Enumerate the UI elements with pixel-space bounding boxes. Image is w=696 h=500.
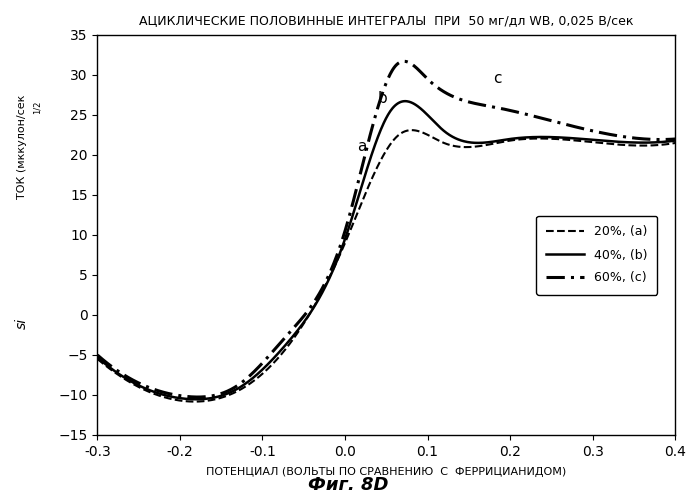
Line: 20%, (a): 20%, (a) (97, 130, 675, 402)
20%, (a) (190, 398, 198, 404)
60%, (c) (430, 82, 438, 88)
60%, (c) (400, 58, 408, 64)
20%, (a) (592, 140, 601, 145)
20%, (a) (430, 136, 438, 141)
Text: Фиг. 8D: Фиг. 8D (308, 476, 388, 494)
60%, (c) (193, 394, 202, 400)
Legend: 20%, (a), 40%, (b), 60%, (c): 20%, (a), 40%, (b), 60%, (c) (537, 216, 657, 294)
20%, (a) (129, 381, 137, 387)
Text: a: a (358, 139, 367, 154)
40%, (b) (192, 396, 200, 402)
20%, (a) (93, 356, 102, 362)
20%, (a) (408, 127, 416, 133)
Text: si: si (15, 318, 29, 328)
60%, (c) (463, 98, 471, 104)
20%, (a) (671, 140, 679, 146)
40%, (b) (592, 137, 601, 143)
Text: b: b (378, 91, 388, 106)
60%, (c) (445, 92, 454, 98)
Text: ТОК (мккулон/сек: ТОК (мккулон/сек (17, 95, 27, 199)
40%, (b) (445, 132, 454, 138)
60%, (c) (533, 114, 541, 120)
40%, (b) (93, 354, 102, 360)
60%, (c) (671, 136, 679, 142)
40%, (b) (129, 380, 137, 386)
60%, (c) (592, 128, 601, 134)
40%, (b) (671, 138, 679, 143)
40%, (b) (430, 119, 438, 125)
60%, (c) (93, 352, 102, 358)
40%, (b) (463, 139, 471, 145)
40%, (b) (402, 98, 410, 104)
Line: 60%, (c): 60%, (c) (97, 62, 675, 397)
Line: 40%, (b): 40%, (b) (97, 101, 675, 400)
20%, (a) (533, 136, 541, 141)
Text: c: c (493, 71, 502, 86)
60%, (c) (129, 377, 137, 383)
Title: АЦИКЛИЧЕСКИЕ ПОЛОВИННЫЕ ИНТЕГРАЛЫ  ПРИ  50 мг/дл WB, 0,025 В/сек: АЦИКЛИЧЕСКИЕ ПОЛОВИННЫЕ ИНТЕГРАЛЫ ПРИ 50… (139, 14, 633, 27)
40%, (b) (533, 134, 541, 140)
Text: 1/2: 1/2 (32, 100, 41, 114)
20%, (a) (463, 144, 471, 150)
X-axis label: ПОТЕНЦИАЛ (ВОЛЬТЫ ПО СРАВНЕНИЮ  С  ФЕРРИЦИАНИДОМ): ПОТЕНЦИАЛ (ВОЛЬТЫ ПО СРАВНЕНИЮ С ФЕРРИЦИ… (206, 467, 567, 477)
20%, (a) (445, 142, 454, 148)
